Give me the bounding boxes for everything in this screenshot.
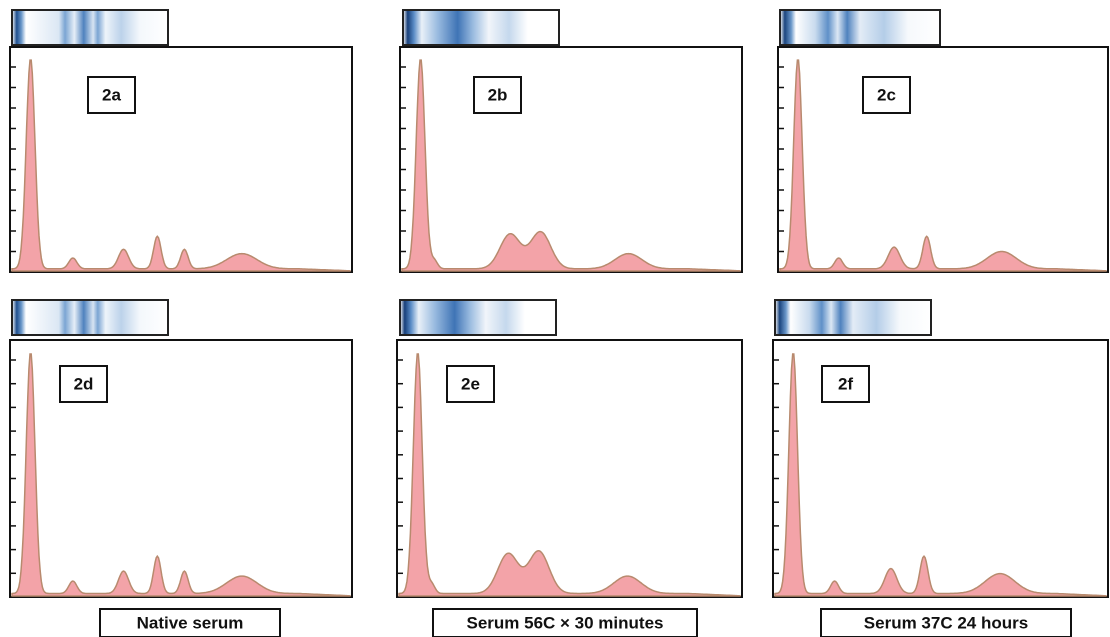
panel-label: 2e	[461, 374, 480, 393]
gel-strip	[12, 300, 168, 335]
page: 2a 2b 2c 2d 2e 2f Native serum Serum 56C × 30 m…	[0, 0, 1110, 637]
plot-frame	[10, 47, 352, 272]
gel-strip	[400, 300, 556, 335]
panel-label: 2c	[877, 85, 896, 104]
plot-frame	[778, 47, 1108, 272]
figure: 2a 2b 2c 2d 2e 2f Native serum Serum 56C × 30 m…	[0, 0, 1110, 637]
caption: Native serum	[137, 613, 244, 632]
gel-strip	[403, 10, 559, 45]
caption: Serum 56C × 30 minutes	[466, 613, 663, 632]
panel-label: 2a	[102, 85, 121, 104]
gel-strip	[780, 10, 940, 45]
caption: Serum 37C 24 hours	[864, 613, 1028, 632]
plot-frame	[400, 47, 742, 272]
panel-label: 2f	[838, 374, 853, 393]
gel-strip	[12, 10, 168, 45]
panel-label: 2d	[74, 374, 94, 393]
gel-strip	[775, 300, 931, 335]
panel-label: 2b	[488, 85, 508, 104]
